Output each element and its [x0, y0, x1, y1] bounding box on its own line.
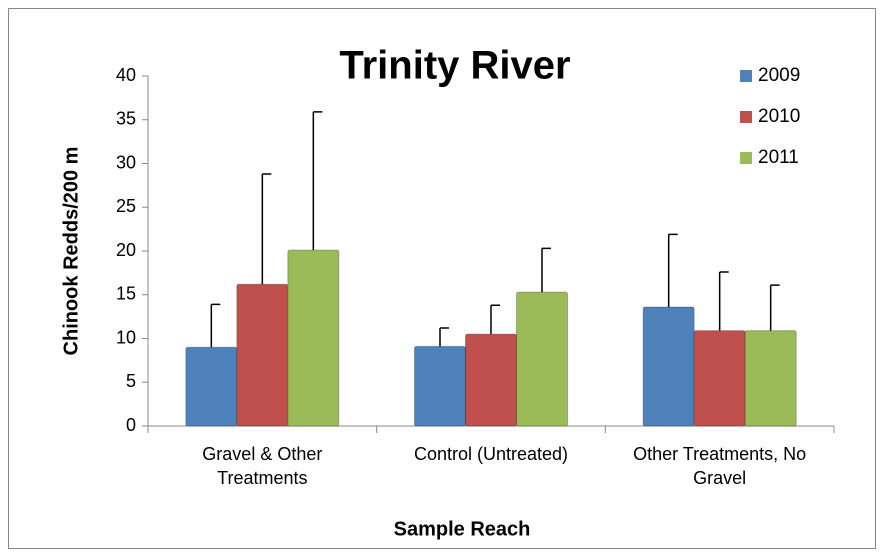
bar [693, 330, 746, 427]
error-bar [261, 173, 272, 285]
legend-label: 2009 [758, 65, 800, 86]
y-tick-label: 20 [116, 240, 136, 260]
x-axis-title: Sample Reach [394, 518, 531, 540]
error-bar [490, 304, 500, 335]
legend-label: 2010 [758, 106, 800, 127]
legend-swatch [740, 152, 752, 164]
legend-label: 2011 [758, 147, 799, 168]
bar [414, 345, 466, 427]
y-tick-label: 25 [116, 196, 136, 216]
error-bar [769, 284, 780, 331]
error-bar [667, 233, 678, 307]
y-tick-label: 40 [116, 65, 136, 85]
bar [744, 330, 797, 427]
bar [465, 333, 517, 427]
bar [185, 346, 238, 427]
error-bar [541, 247, 551, 293]
error-bar [439, 327, 449, 347]
chart-border [8, 8, 876, 549]
error-bar [718, 271, 729, 331]
error-bar [312, 111, 323, 251]
y-tick-label: 0 [126, 415, 136, 435]
y-tick-label: 35 [116, 109, 136, 129]
bar [236, 283, 289, 427]
y-tick-label: 30 [116, 152, 136, 172]
chart-title: Trinity River [339, 44, 570, 88]
y-axis-title: Chinook Redds/200 m [60, 147, 82, 356]
error-bar [210, 303, 221, 348]
x-tick-label: Control (Untreated) [413, 444, 569, 464]
x-tick-label: Gravel & Other Treatments [202, 444, 323, 488]
y-tick-label: 5 [126, 371, 136, 391]
y-tick-label: 15 [116, 284, 136, 304]
bar [287, 249, 340, 427]
x-tick-label: Other Treatments, No Gravel [633, 444, 807, 488]
bar [516, 291, 568, 427]
legend-swatch [740, 111, 752, 123]
legend-swatch [740, 70, 752, 82]
bar [642, 306, 695, 427]
y-tick-label: 10 [116, 327, 136, 347]
